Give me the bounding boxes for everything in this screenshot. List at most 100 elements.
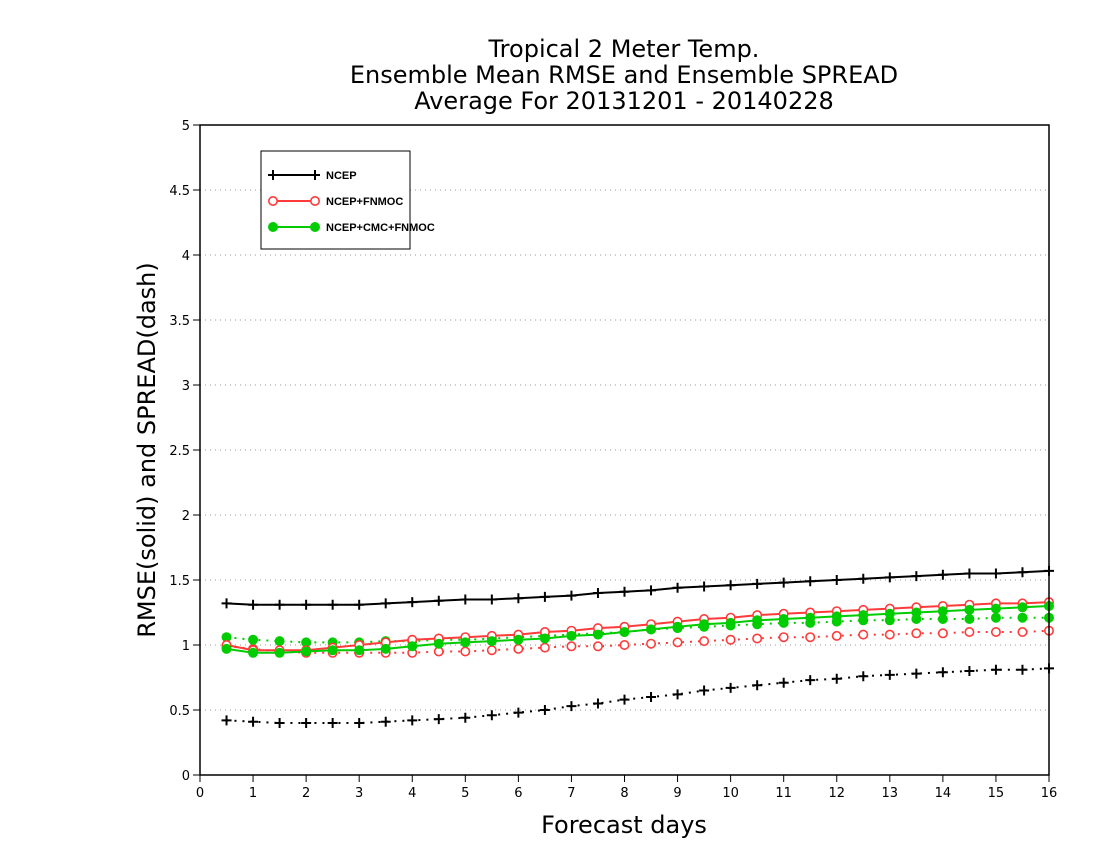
- spread-point: [964, 626, 975, 637]
- rmse-point: [248, 647, 259, 658]
- rmse-point: [964, 568, 975, 579]
- y-tick-label: 1: [182, 639, 190, 654]
- spread-point: [592, 698, 603, 709]
- rmse-point: [592, 588, 603, 598]
- rmse-point: [380, 643, 391, 654]
- y-tick-label: 2.5: [169, 444, 190, 459]
- title-line-1: Tropical 2 Meter Temp.: [488, 35, 760, 63]
- rmse-point: [513, 593, 524, 604]
- spread-point: [486, 710, 497, 721]
- spread-point: [911, 628, 922, 639]
- x-axis-label: Forecast days: [541, 811, 707, 839]
- spread-point: [354, 718, 365, 728]
- legend-item: NCEP: [268, 170, 357, 182]
- rmse-point: [752, 578, 763, 589]
- spread-point: [937, 667, 948, 678]
- spread-point: [964, 614, 975, 624]
- x-tick-label: 3: [355, 786, 363, 801]
- spread-point: [990, 626, 1001, 637]
- rmse-point: [990, 603, 1001, 614]
- rmse-point: [327, 645, 338, 656]
- x-tick-label: 8: [620, 786, 628, 801]
- rmse-point: [937, 569, 948, 580]
- y-tick-label: 3: [182, 379, 190, 394]
- spread-point: [778, 632, 789, 643]
- rmse-point: [566, 630, 577, 641]
- rmse-point: [221, 598, 232, 609]
- spread-point: [248, 634, 259, 645]
- series-spread-ncep: [221, 663, 1054, 728]
- rmse-point: [274, 599, 285, 610]
- rmse-point: [1017, 602, 1028, 613]
- rmse-point: [884, 608, 895, 619]
- rmse-point: [566, 590, 577, 601]
- spread-point: [911, 668, 922, 679]
- x-tick-label: 13: [882, 786, 899, 801]
- legend-marker: [310, 170, 320, 180]
- spread-point: [805, 675, 816, 686]
- spread-point: [858, 671, 869, 682]
- rmse-point: [513, 634, 524, 645]
- spread-point: [619, 694, 630, 705]
- y-tick-label: 0: [182, 769, 190, 784]
- legend: NCEP NCEP+FNMOC NCEP+CMC+FNMOC: [260, 150, 435, 250]
- rmse-point: [911, 571, 922, 582]
- x-axis-ticks: 0 1 2 3 4 5 6 7 8 9 10 11 12 13 14 15 16: [196, 775, 1057, 801]
- spread-point: [1017, 626, 1028, 637]
- spread-point: [831, 673, 842, 684]
- spread-point: [831, 630, 842, 641]
- rmse-point: [486, 636, 497, 647]
- legend-marker: [268, 170, 278, 180]
- spread-point: [672, 637, 683, 648]
- spread-point: [221, 715, 232, 726]
- rmse-point: [407, 597, 418, 608]
- rmse-point: [778, 577, 789, 588]
- y-axis-ticks: 0 0.5 1 1.5 2 2.5 3 3.5 4 4.5 5: [169, 119, 200, 784]
- x-tick-label: 0: [196, 786, 204, 801]
- y-tick-label: 4: [182, 249, 190, 264]
- rmse-point: [911, 607, 922, 618]
- legend-label: NCEP: [326, 170, 357, 182]
- x-tick-label: 12: [828, 786, 845, 801]
- rmse-point: [301, 646, 312, 657]
- rmse-point: [752, 615, 763, 626]
- y-tick-label: 4.5: [169, 184, 190, 199]
- spread-point: [937, 628, 948, 639]
- series-group: [221, 565, 1055, 728]
- rmse-point: [221, 643, 232, 654]
- rmse-point: [646, 624, 657, 635]
- y-tick-label: 1.5: [169, 574, 190, 589]
- x-tick-label: 16: [1041, 786, 1058, 801]
- x-tick-label: 2: [302, 786, 310, 801]
- rmse-point: [592, 629, 603, 640]
- rmse-point: [619, 586, 630, 597]
- rmse-point: [274, 647, 285, 658]
- spread-point: [619, 639, 630, 650]
- rmse-point: [699, 581, 710, 592]
- spread-point: [699, 636, 710, 647]
- spread-point: [301, 718, 312, 728]
- spread-point: [858, 629, 869, 640]
- rmse-point: [858, 610, 869, 621]
- spread-point: [752, 680, 763, 691]
- series-rmse-ncep: [221, 565, 1054, 610]
- rmse-point: [805, 576, 816, 587]
- legend-item: NCEP+FNMOC: [267, 196, 403, 208]
- spread-point: [752, 633, 763, 644]
- spread-point: [964, 666, 975, 676]
- x-tick-label: 6: [514, 786, 522, 801]
- rmse-point: [433, 638, 444, 649]
- spread-point: [1017, 612, 1028, 623]
- spread-point: [539, 705, 550, 715]
- rmse-point: [1017, 567, 1028, 578]
- rmse-point: [539, 591, 550, 602]
- rmse-point: [460, 594, 471, 605]
- legend-item: NCEP+CMC+FNMOC: [268, 222, 435, 234]
- rmse-point: [486, 594, 497, 605]
- y-tick-label: 3.5: [169, 314, 190, 329]
- rmse-point: [327, 599, 338, 610]
- spread-point: [990, 664, 1001, 675]
- spread-point: [274, 718, 285, 728]
